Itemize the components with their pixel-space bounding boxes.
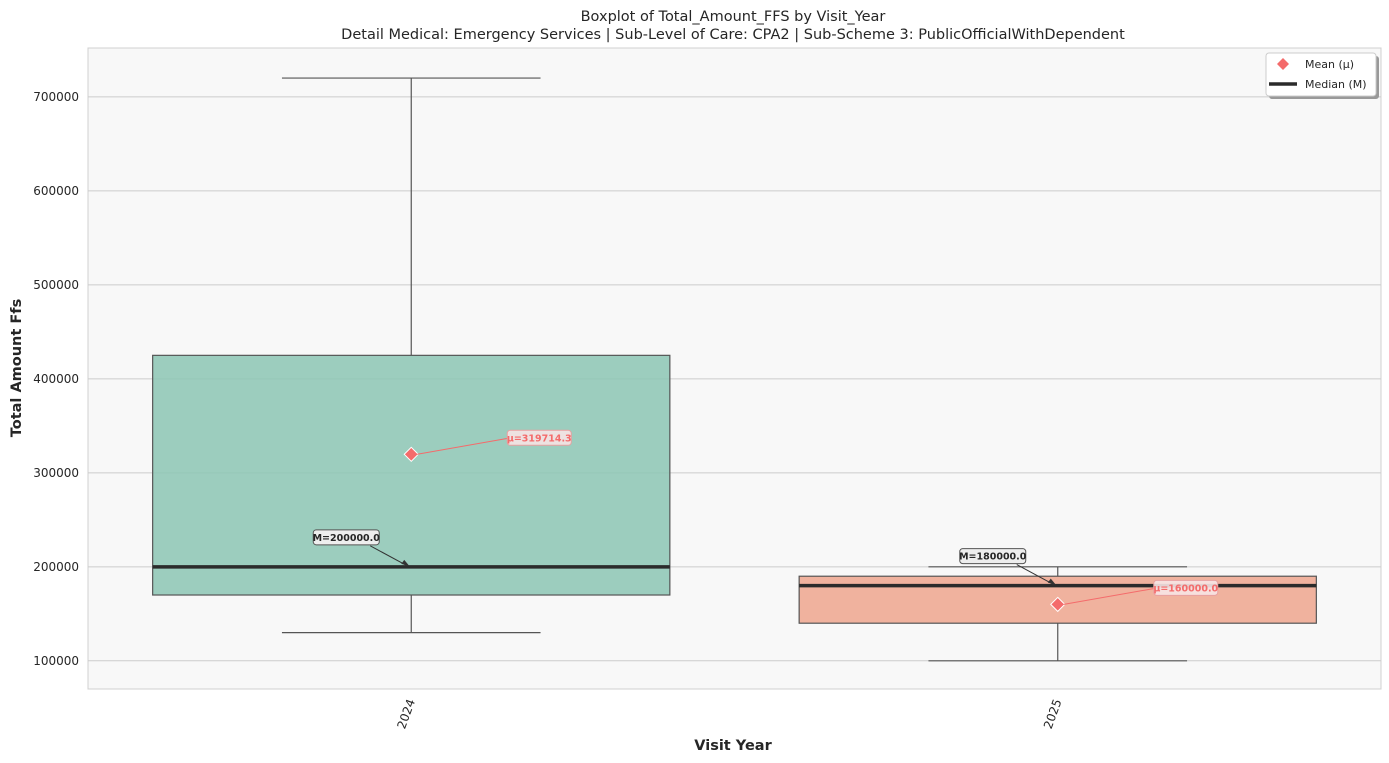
legend-label: Median (M) — [1305, 78, 1367, 91]
median-annotation: M=200000.0 — [312, 529, 410, 567]
iqr-box — [152, 354, 671, 596]
y-tick-label: 400000 — [33, 372, 79, 386]
median-arrow — [370, 545, 408, 567]
y-tick-label: 100000 — [33, 654, 79, 668]
median-label: M=180000.0 — [959, 552, 1027, 563]
median-label-box — [959, 548, 1027, 565]
chart-title: Boxplot of Total_Amount_FFS by Visit_Yea… — [581, 9, 886, 25]
mean-label: μ=319714.3 — [507, 433, 572, 444]
legend-mean-marker — [1277, 58, 1289, 70]
mean-marker — [403, 446, 419, 463]
x-axis-label: Visit Year — [694, 738, 772, 754]
box-2025 — [798, 566, 1317, 662]
y-axis-ticks: 100000 200000 300000 400000 500000 600000 7000… — [33, 90, 79, 668]
y-tick-label: 500000 — [33, 278, 79, 292]
chart-subtitle: Detail Medical: Emergency Services | Sub… — [341, 27, 1125, 43]
median-label-box — [312, 529, 380, 546]
y-tick-label: 600000 — [33, 184, 79, 198]
y-tick-label: 300000 — [33, 466, 79, 480]
mean-label: μ=160000.0 — [1153, 583, 1218, 594]
legend-label: Mean (μ) — [1305, 58, 1354, 71]
median-arrowhead — [401, 559, 410, 566]
x-tick-label: 2025 — [1041, 697, 1065, 730]
mean-label-box — [1153, 579, 1219, 596]
median-arrowhead — [1047, 578, 1056, 585]
box-2024 — [152, 77, 671, 634]
y-axis-label: Total Amount Ffs — [9, 299, 25, 437]
mean-marker — [1050, 596, 1066, 613]
y-tick-label: 200000 — [33, 560, 79, 574]
x-axis-ticks: 2024 2025 — [394, 697, 1064, 730]
mean-annotation: μ=319714.3 — [417, 429, 572, 455]
y-tick-label: 700000 — [33, 90, 79, 104]
median-annotation: M=180000.0 — [959, 548, 1056, 586]
mean-arrow — [1063, 587, 1155, 605]
mean-arrow — [417, 437, 509, 455]
mean-label-box — [506, 429, 572, 446]
legend: Mean (μ) Median (M) — [1265, 52, 1379, 99]
boxes — [152, 77, 1317, 662]
median-label: M=200000.0 — [313, 533, 381, 544]
mean-annotation: μ=160000.0 — [1063, 579, 1219, 605]
x-tick-label: 2024 — [394, 697, 418, 730]
annotations: M=200000.0 μ=319714.3 M=180000.0 μ=160000.0 — [312, 429, 1219, 605]
median-arrow — [1016, 564, 1054, 586]
